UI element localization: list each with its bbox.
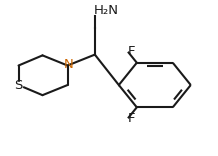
Text: F: F bbox=[128, 45, 135, 58]
Text: F: F bbox=[128, 112, 135, 125]
Text: S: S bbox=[14, 78, 23, 92]
Text: N: N bbox=[64, 58, 73, 71]
Text: H₂N: H₂N bbox=[94, 4, 119, 17]
